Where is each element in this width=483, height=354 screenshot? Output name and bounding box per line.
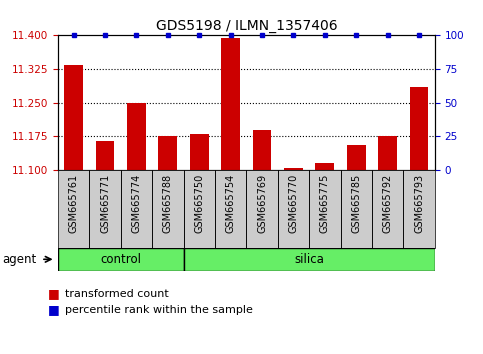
Bar bbox=[64, 64, 83, 170]
Text: percentile rank within the sample: percentile rank within the sample bbox=[65, 305, 253, 315]
Bar bbox=[278, 170, 309, 248]
Bar bbox=[410, 87, 428, 170]
Text: GSM665761: GSM665761 bbox=[69, 174, 79, 233]
Text: GSM665750: GSM665750 bbox=[194, 174, 204, 233]
Bar bbox=[253, 130, 271, 170]
Bar bbox=[152, 170, 184, 248]
Text: GSM665775: GSM665775 bbox=[320, 174, 330, 233]
Bar bbox=[215, 170, 246, 248]
Bar bbox=[309, 170, 341, 248]
Text: silica: silica bbox=[294, 253, 324, 266]
Bar bbox=[58, 248, 184, 271]
Bar bbox=[184, 248, 435, 271]
Text: GSM665769: GSM665769 bbox=[257, 174, 267, 233]
Bar bbox=[58, 170, 89, 248]
Bar bbox=[347, 145, 366, 170]
Text: control: control bbox=[100, 253, 141, 266]
Bar bbox=[127, 103, 146, 170]
Text: GSM665788: GSM665788 bbox=[163, 174, 173, 233]
Bar bbox=[372, 170, 403, 248]
Text: GSM665754: GSM665754 bbox=[226, 174, 236, 233]
Bar bbox=[284, 168, 303, 170]
Bar bbox=[89, 170, 121, 248]
Bar bbox=[184, 170, 215, 248]
Bar bbox=[96, 141, 114, 170]
Bar bbox=[403, 170, 435, 248]
Text: GSM665774: GSM665774 bbox=[131, 174, 142, 233]
Bar bbox=[315, 163, 334, 170]
Text: GSM665792: GSM665792 bbox=[383, 174, 393, 233]
Text: GSM665771: GSM665771 bbox=[100, 174, 110, 233]
Text: ■: ■ bbox=[48, 287, 60, 300]
Bar bbox=[341, 170, 372, 248]
Bar bbox=[221, 38, 240, 170]
Bar bbox=[190, 134, 209, 170]
Bar bbox=[121, 170, 152, 248]
Text: GSM665793: GSM665793 bbox=[414, 174, 424, 233]
Text: agent: agent bbox=[2, 253, 37, 266]
Title: GDS5198 / ILMN_1357406: GDS5198 / ILMN_1357406 bbox=[156, 19, 337, 33]
Text: transformed count: transformed count bbox=[65, 289, 169, 299]
Text: ■: ■ bbox=[48, 303, 60, 316]
Bar bbox=[246, 170, 278, 248]
Text: GSM665770: GSM665770 bbox=[288, 174, 298, 233]
Text: GSM665785: GSM665785 bbox=[351, 174, 361, 233]
Bar bbox=[378, 136, 397, 170]
Bar bbox=[158, 136, 177, 170]
